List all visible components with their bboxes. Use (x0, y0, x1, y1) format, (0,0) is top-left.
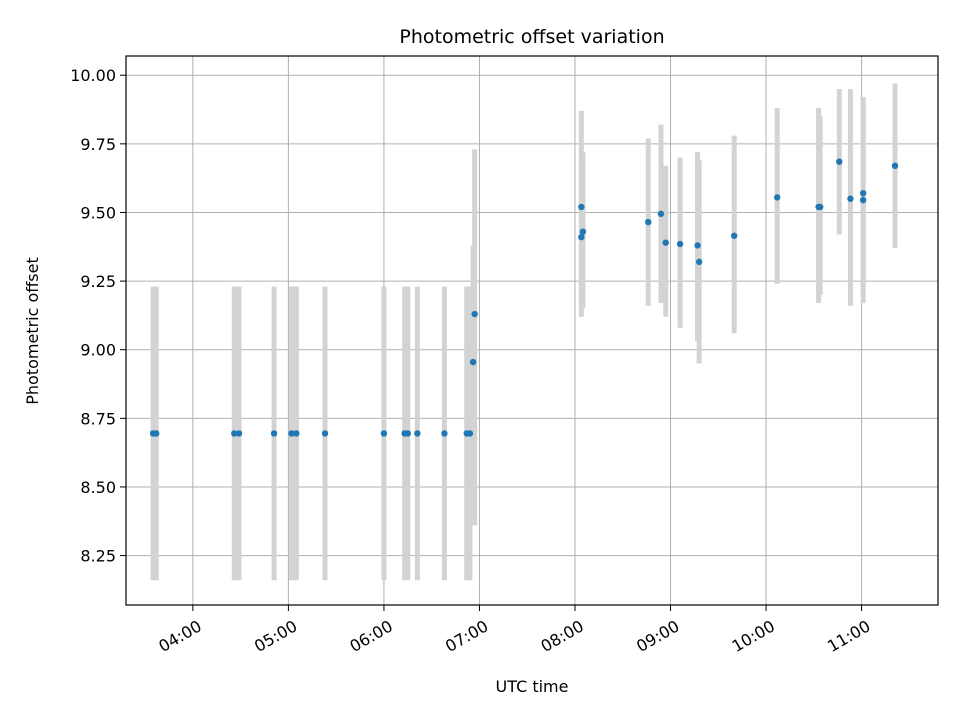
chart-title: Photometric offset variation (399, 26, 664, 48)
x-tick-label: 09:00 (633, 616, 682, 656)
data-point (380, 430, 388, 437)
x-axis-ticks: 04:00 05:00 06:00 07:00 08:00 09:00 10:00 11:00 (155, 605, 874, 656)
grid-lines (126, 56, 938, 605)
data-point (676, 240, 684, 248)
data-point (859, 196, 867, 204)
y-axis-label: Photometric offset (23, 257, 42, 405)
y-tick-label: 9.75 (80, 135, 116, 154)
data-point (847, 195, 854, 202)
y-tick-label: 9.25 (80, 272, 116, 291)
data-point (321, 430, 329, 437)
x-tick-label: 05:00 (251, 616, 300, 656)
y-axis-ticks: 8.25 8.50 8.75 9.00 9.25 9.50 9.75 10.00 (70, 66, 126, 566)
data-point (471, 310, 478, 318)
data-point (816, 203, 824, 211)
x-tick-label: 08:00 (538, 616, 587, 656)
data-point (578, 203, 585, 211)
data-point (404, 430, 412, 437)
data-point (645, 218, 652, 226)
data-point (466, 430, 474, 437)
data-point (694, 242, 701, 249)
data-point (578, 233, 585, 241)
data-point (469, 358, 477, 366)
x-tick-label: 11:00 (824, 616, 873, 656)
y-tick-label: 8.75 (80, 409, 116, 428)
data-point (579, 228, 587, 235)
y-tick-label: 10.00 (70, 66, 116, 85)
data-point (662, 239, 669, 246)
x-tick-label: 10:00 (729, 616, 778, 656)
data-point (695, 258, 703, 266)
y-tick-label: 8.50 (80, 478, 116, 497)
data-points (149, 158, 899, 437)
data-point (293, 430, 300, 437)
data-point (891, 162, 899, 169)
data-point (859, 190, 867, 197)
data-point (235, 430, 243, 437)
y-tick-label: 9.50 (80, 203, 116, 222)
error-bars (150, 83, 898, 581)
y-tick-label: 9.00 (80, 341, 116, 360)
data-point (657, 210, 665, 218)
data-point (441, 430, 448, 437)
x-axis-label: UTC time (496, 677, 569, 696)
data-point (288, 430, 295, 437)
x-tick-label: 07:00 (442, 616, 491, 656)
data-point (270, 430, 278, 437)
data-point (731, 232, 738, 239)
data-point (414, 430, 421, 437)
x-tick-label: 06:00 (346, 616, 395, 656)
data-point (231, 430, 238, 437)
y-tick-label: 8.25 (80, 547, 116, 566)
data-point (153, 430, 160, 437)
data-point (836, 158, 843, 165)
plot-frame (125, 55, 939, 606)
data-point (773, 194, 781, 201)
x-tick-label: 04:00 (155, 616, 204, 656)
